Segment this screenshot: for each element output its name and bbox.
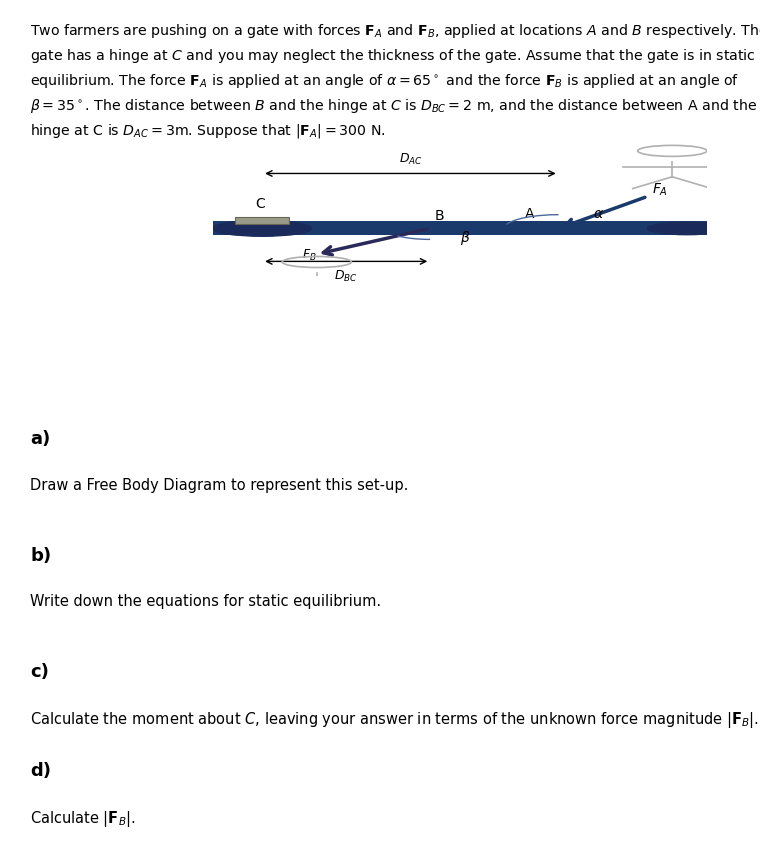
Text: $D_{BC}$: $D_{BC}$ bbox=[334, 269, 358, 284]
Text: $F_B$: $F_B$ bbox=[302, 248, 317, 263]
Text: $D_{AC}$: $D_{AC}$ bbox=[398, 152, 423, 167]
Text: $\beta$: $\beta$ bbox=[460, 229, 470, 247]
Text: $F_A$: $F_A$ bbox=[652, 182, 669, 198]
FancyBboxPatch shape bbox=[213, 221, 707, 235]
Text: A: A bbox=[524, 207, 534, 220]
Circle shape bbox=[648, 222, 727, 235]
Text: a): a) bbox=[30, 430, 51, 449]
Text: Calculate the moment about $C$, leaving your answer in terms of the unknown forc: Calculate the moment about $C$, leaving … bbox=[30, 710, 759, 730]
Text: Calculate $|\mathbf{F}_B|$.: Calculate $|\mathbf{F}_B|$. bbox=[30, 809, 136, 829]
Text: Two farmers are pushing on a gate with forces $\mathbf{F}_A$ and $\mathbf{F}_B$,: Two farmers are pushing on a gate with f… bbox=[30, 22, 760, 139]
Circle shape bbox=[213, 220, 312, 236]
Text: Draw a Free Body Diagram to represent this set-up.: Draw a Free Body Diagram to represent th… bbox=[30, 478, 409, 492]
FancyBboxPatch shape bbox=[235, 217, 290, 225]
Text: b): b) bbox=[30, 547, 52, 565]
Text: C: C bbox=[255, 197, 264, 211]
Text: B: B bbox=[435, 209, 445, 223]
Text: $\alpha$: $\alpha$ bbox=[594, 208, 604, 221]
Text: d): d) bbox=[30, 762, 52, 780]
Text: Write down the equations for static equilibrium.: Write down the equations for static equi… bbox=[30, 594, 382, 609]
Text: c): c) bbox=[30, 663, 49, 681]
